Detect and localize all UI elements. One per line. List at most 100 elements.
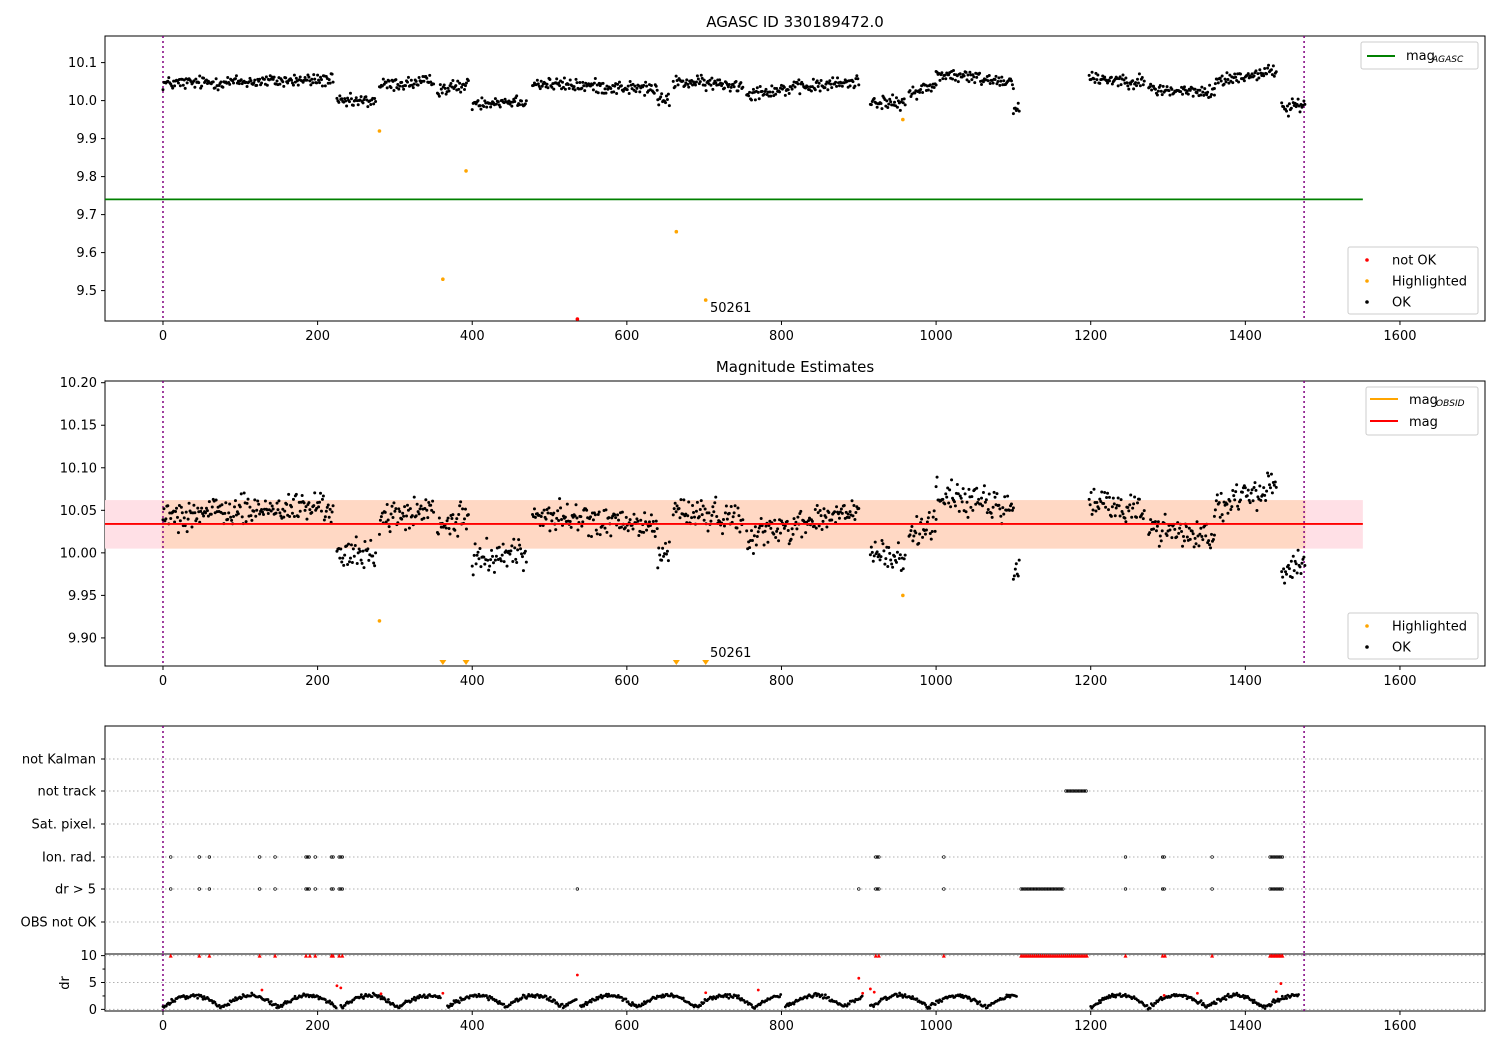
- ok-point: [980, 82, 984, 86]
- ok-point: [661, 546, 665, 550]
- ok-point: [383, 510, 387, 514]
- ok-point: [1266, 471, 1270, 475]
- dr-point: [451, 1002, 455, 1006]
- legend-label: mag: [1406, 49, 1435, 64]
- dr-point: [213, 1000, 217, 1004]
- ok-point: [750, 98, 754, 102]
- dr-point: [731, 996, 735, 999]
- ok-point: [643, 93, 647, 97]
- ok-point: [536, 82, 540, 86]
- ok-point: [1013, 567, 1017, 571]
- y-tick-label: 10: [80, 949, 97, 964]
- ok-point: [581, 520, 585, 524]
- ok-point: [204, 506, 208, 510]
- ok-point: [323, 515, 327, 519]
- ok-point: [754, 543, 758, 547]
- ok-point: [261, 510, 265, 514]
- dr-point: [496, 1002, 500, 1005]
- ok-point: [447, 89, 451, 93]
- flag-point: [1273, 887, 1277, 891]
- ok-point: [1195, 520, 1199, 524]
- x-tick-label: 200: [305, 674, 330, 689]
- ok-point: [715, 514, 719, 518]
- ok-point: [446, 86, 450, 90]
- dr-capped-marker: [1084, 953, 1089, 958]
- dr-point: [726, 993, 730, 996]
- ok-point: [346, 96, 350, 100]
- ok-point: [839, 507, 843, 511]
- ok-point: [700, 513, 704, 517]
- dr-point: [274, 1002, 277, 1006]
- ok-point: [491, 561, 495, 565]
- ok-point: [901, 567, 905, 571]
- ok-point: [690, 516, 694, 520]
- ok-point: [591, 518, 595, 522]
- ok-point: [1011, 506, 1015, 510]
- ok-point: [995, 492, 999, 496]
- ok-point: [595, 532, 599, 536]
- ok-point: [617, 86, 621, 90]
- ok-point: [617, 518, 621, 522]
- ok-point: [1186, 92, 1190, 96]
- dr-point: [1118, 992, 1122, 996]
- ok-point: [630, 87, 634, 91]
- ok-point: [462, 517, 466, 521]
- ok-point: [207, 500, 211, 504]
- ok-point: [644, 80, 648, 84]
- ok-point: [1097, 507, 1101, 511]
- ok-point: [898, 553, 902, 557]
- ok-point: [1121, 73, 1125, 77]
- ok-point: [175, 515, 179, 519]
- ok-point: [1160, 529, 1164, 533]
- flag-point: [257, 887, 262, 891]
- ok-point: [307, 501, 311, 505]
- ok-point: [321, 494, 325, 498]
- ok-point: [1127, 509, 1131, 513]
- ok-point: [659, 95, 663, 99]
- ok-point: [634, 90, 638, 94]
- ok-point: [373, 96, 377, 100]
- highlighted-point: [441, 277, 445, 282]
- dr-point: [173, 999, 177, 1003]
- ok-point: [1196, 534, 1200, 538]
- dr-point: [385, 1000, 389, 1004]
- flag-row-label: Ion. rad.: [42, 851, 96, 866]
- ok-point: [686, 514, 690, 518]
- ok-point: [298, 509, 302, 513]
- ok-point: [753, 525, 757, 529]
- ok-point: [1225, 502, 1229, 506]
- ok-point: [686, 82, 690, 86]
- dr-point: [1223, 995, 1227, 998]
- ok-point: [1213, 508, 1217, 512]
- flag-point: [1021, 887, 1025, 891]
- ok-point: [1251, 499, 1255, 503]
- ok-point: [281, 507, 285, 511]
- ok-point: [505, 564, 509, 568]
- flag-point: [307, 855, 311, 859]
- ok-point: [1117, 504, 1121, 508]
- ok-point: [1208, 83, 1212, 87]
- x-tick-label: 1600: [1383, 1019, 1416, 1034]
- ok-point: [1253, 481, 1257, 485]
- ok-point: [755, 535, 759, 539]
- ok-point: [1227, 81, 1231, 85]
- ok-point: [589, 515, 593, 519]
- ok-point: [298, 75, 302, 79]
- ok-point: [1121, 512, 1125, 516]
- ok-point: [1141, 83, 1145, 87]
- ok-point: [366, 547, 370, 551]
- ok-point: [371, 554, 375, 558]
- ok-point: [455, 517, 459, 521]
- ok-point: [1187, 526, 1191, 530]
- dr-point: [234, 996, 237, 1000]
- ok-point: [1134, 81, 1138, 85]
- x-tick-label: 1200: [1074, 329, 1107, 344]
- ok-point: [427, 501, 431, 505]
- y-axis-label: dr: [58, 976, 73, 990]
- ok-point: [920, 517, 924, 521]
- ok-point: [943, 502, 947, 506]
- flag-point: [1051, 887, 1056, 891]
- flag-point: [1082, 789, 1087, 793]
- flag-point: [169, 855, 173, 859]
- ok-point: [902, 97, 906, 101]
